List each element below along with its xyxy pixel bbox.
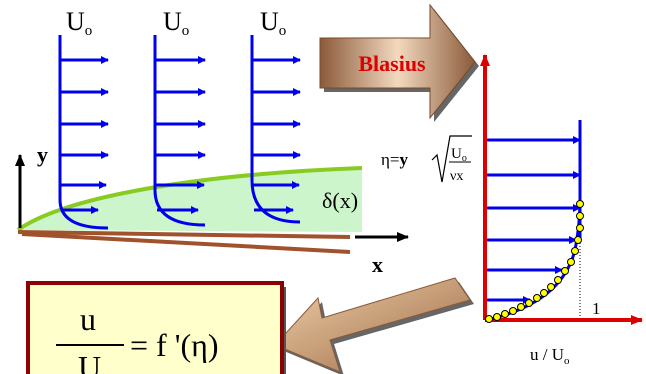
- profile-label: Uo: [260, 7, 286, 39]
- profile-label: Uo: [163, 7, 189, 39]
- num: Uo: [451, 146, 467, 164]
- plate: [18, 232, 350, 252]
- return-arrow: [275, 278, 474, 374]
- plot-xlabel: u / Uo: [530, 345, 570, 367]
- x-label: x: [372, 252, 383, 277]
- thickness-label: δ(x): [322, 188, 358, 213]
- similarity-variable: η=y Uo νx: [381, 136, 472, 184]
- den: νx: [450, 169, 463, 184]
- u-label: U: [163, 7, 182, 36]
- arrow-label: Blasius: [358, 51, 426, 76]
- eta: η=: [381, 150, 399, 169]
- subscript: o: [564, 355, 570, 367]
- eq-num: u: [80, 301, 96, 337]
- var: y: [399, 150, 408, 169]
- num-u: U: [451, 146, 462, 162]
- y-label: y: [37, 142, 48, 167]
- profile-label: Uo: [66, 7, 92, 39]
- eta-formula: η=y: [381, 150, 408, 169]
- eq-rhs: = f '(η): [130, 327, 219, 363]
- u-label: U: [260, 7, 279, 36]
- subscript: o: [182, 23, 190, 39]
- subscript: o: [85, 23, 93, 39]
- xlabel: u / U: [530, 345, 564, 364]
- boundary-layer: [18, 168, 362, 232]
- equation-box: u U = f '(η): [28, 283, 286, 374]
- subscript: o: [279, 23, 287, 39]
- diagram: Uo Uo Uo y x δ(x) Blasius η=y Uo νx 1 u …: [0, 0, 646, 374]
- blasius-arrow: Blasius: [320, 5, 479, 122]
- profile-plot: 1 u / Uo: [485, 55, 642, 367]
- free-stream-labels: Uo Uo Uo: [66, 7, 286, 39]
- eq-den: U: [78, 349, 101, 374]
- tick-label: 1: [592, 299, 601, 318]
- u-label: U: [66, 7, 85, 36]
